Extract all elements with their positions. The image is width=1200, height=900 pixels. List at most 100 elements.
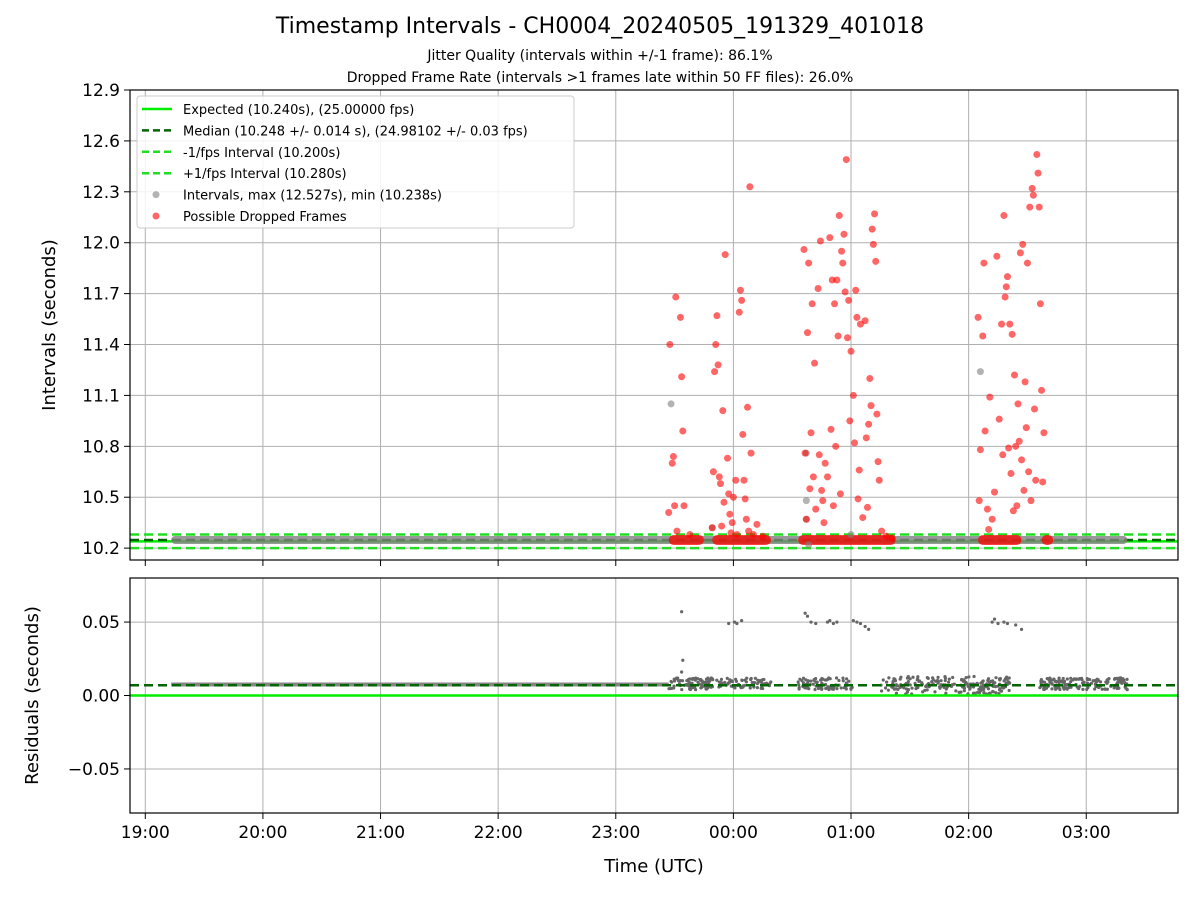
residual-point — [1085, 681, 1090, 685]
y-tick-label: 12.9 — [82, 81, 120, 101]
residual-point — [968, 687, 972, 691]
residual-point — [752, 680, 757, 685]
dropped-frame-point — [849, 391, 857, 399]
dropped-frame-point — [975, 497, 983, 505]
residual-point — [980, 685, 985, 689]
residual-point — [987, 680, 992, 685]
legend-label: Possible Dropped Frames — [183, 210, 347, 225]
residual-point — [844, 681, 848, 685]
dropped-frame-point — [878, 527, 886, 535]
residual-point — [998, 688, 1002, 692]
dropped-frame-point — [759, 532, 767, 540]
residual-point — [749, 677, 753, 682]
residual-point — [755, 681, 760, 686]
residual-point — [921, 690, 925, 694]
residual-point — [699, 686, 703, 690]
dropped-frame-point — [988, 515, 996, 523]
residual-point — [1057, 678, 1061, 682]
dropped-frame-point — [983, 505, 991, 513]
dropped-frame-point — [1015, 437, 1023, 445]
residual-point — [1061, 680, 1066, 684]
residual-point — [1045, 677, 1049, 681]
dropped-frame-point — [1035, 203, 1043, 211]
residual-point — [797, 683, 801, 687]
residual-point — [672, 684, 676, 688]
residual-point — [886, 688, 891, 692]
interval-point — [667, 400, 675, 408]
residual-point — [910, 686, 914, 690]
residual-point — [931, 676, 935, 680]
residual-point — [718, 681, 723, 685]
dropped-frame-band — [798, 534, 896, 545]
dropped-frame-point — [733, 531, 741, 539]
residual-point — [806, 679, 810, 683]
dropped-frame-point — [1007, 469, 1015, 477]
residual-outlier-point — [867, 627, 871, 632]
residual-point — [908, 677, 912, 681]
residual-point — [950, 683, 955, 687]
dropped-frame-point — [865, 420, 873, 428]
x-tick-label: 00:00 — [709, 823, 758, 843]
dropped-frame-point — [807, 429, 815, 437]
residual-point — [883, 686, 888, 690]
residual-outlier-point — [814, 621, 818, 626]
residual-point — [885, 680, 889, 684]
residual-point — [1074, 677, 1078, 681]
x-tick-label: 21:00 — [356, 823, 405, 843]
dropped-frame-point — [678, 373, 686, 381]
residual-point — [837, 678, 841, 683]
residual-point — [911, 675, 915, 679]
dropped-frame-point — [709, 468, 717, 476]
jitter-quality-subtitle: Jitter Quality (intervals within +/-1 fr… — [427, 48, 773, 64]
residual-point — [1077, 687, 1081, 691]
residual-point — [740, 678, 744, 683]
dropped-frame-point — [1021, 378, 1029, 386]
residual-outlier-point — [727, 621, 731, 626]
dropped-frame-point — [724, 454, 732, 462]
residual-point — [849, 687, 853, 691]
residual-point — [976, 690, 980, 694]
dropped-frame-point — [1009, 507, 1017, 515]
dropped-frame-point — [829, 502, 837, 510]
dropped-frame-point — [869, 240, 877, 248]
residual-point — [1069, 676, 1073, 680]
residual-point — [1078, 684, 1082, 688]
residual-point — [847, 679, 851, 683]
residual-point — [893, 679, 898, 683]
residual-point — [1117, 677, 1121, 681]
dropped-frame-point — [861, 317, 869, 325]
dropped-frame-point — [1020, 486, 1028, 494]
residual-point — [887, 676, 891, 680]
residual-point — [951, 675, 955, 680]
residual-point — [828, 677, 832, 681]
residual-outlier-point — [1005, 621, 1010, 626]
residual-point — [895, 684, 899, 688]
residual-point — [821, 677, 825, 681]
dropped-frame-point — [805, 259, 813, 267]
dropped-frame-point — [720, 498, 728, 506]
residual-point — [906, 679, 910, 684]
y-tick-label: 12.3 — [82, 183, 120, 203]
residual-point — [839, 686, 843, 690]
dropped-frame-point — [732, 476, 740, 484]
residual-point — [943, 676, 948, 680]
dropped-frame-point — [872, 257, 880, 265]
residual-point — [834, 676, 839, 680]
dropped-frame-point — [714, 361, 722, 369]
dropped-frame-point — [718, 522, 726, 530]
residual-point — [841, 676, 845, 680]
dropped-frame-point — [680, 502, 688, 510]
residual-outlier-point — [831, 621, 835, 626]
legend-label: Median (10.248 +/- 0.014 s), (24.98102 +… — [183, 124, 528, 139]
dropped-frame-point — [738, 296, 746, 304]
residual-outlier-point — [828, 618, 832, 623]
dropped-frame-point — [863, 503, 871, 511]
residual-point — [979, 689, 983, 693]
dropped-frame-point — [826, 234, 834, 242]
dropped-frame-point — [808, 300, 816, 308]
residual-point — [1081, 687, 1085, 691]
residual-point — [1104, 680, 1108, 684]
interval-point — [802, 497, 810, 505]
residual-point — [686, 677, 691, 682]
